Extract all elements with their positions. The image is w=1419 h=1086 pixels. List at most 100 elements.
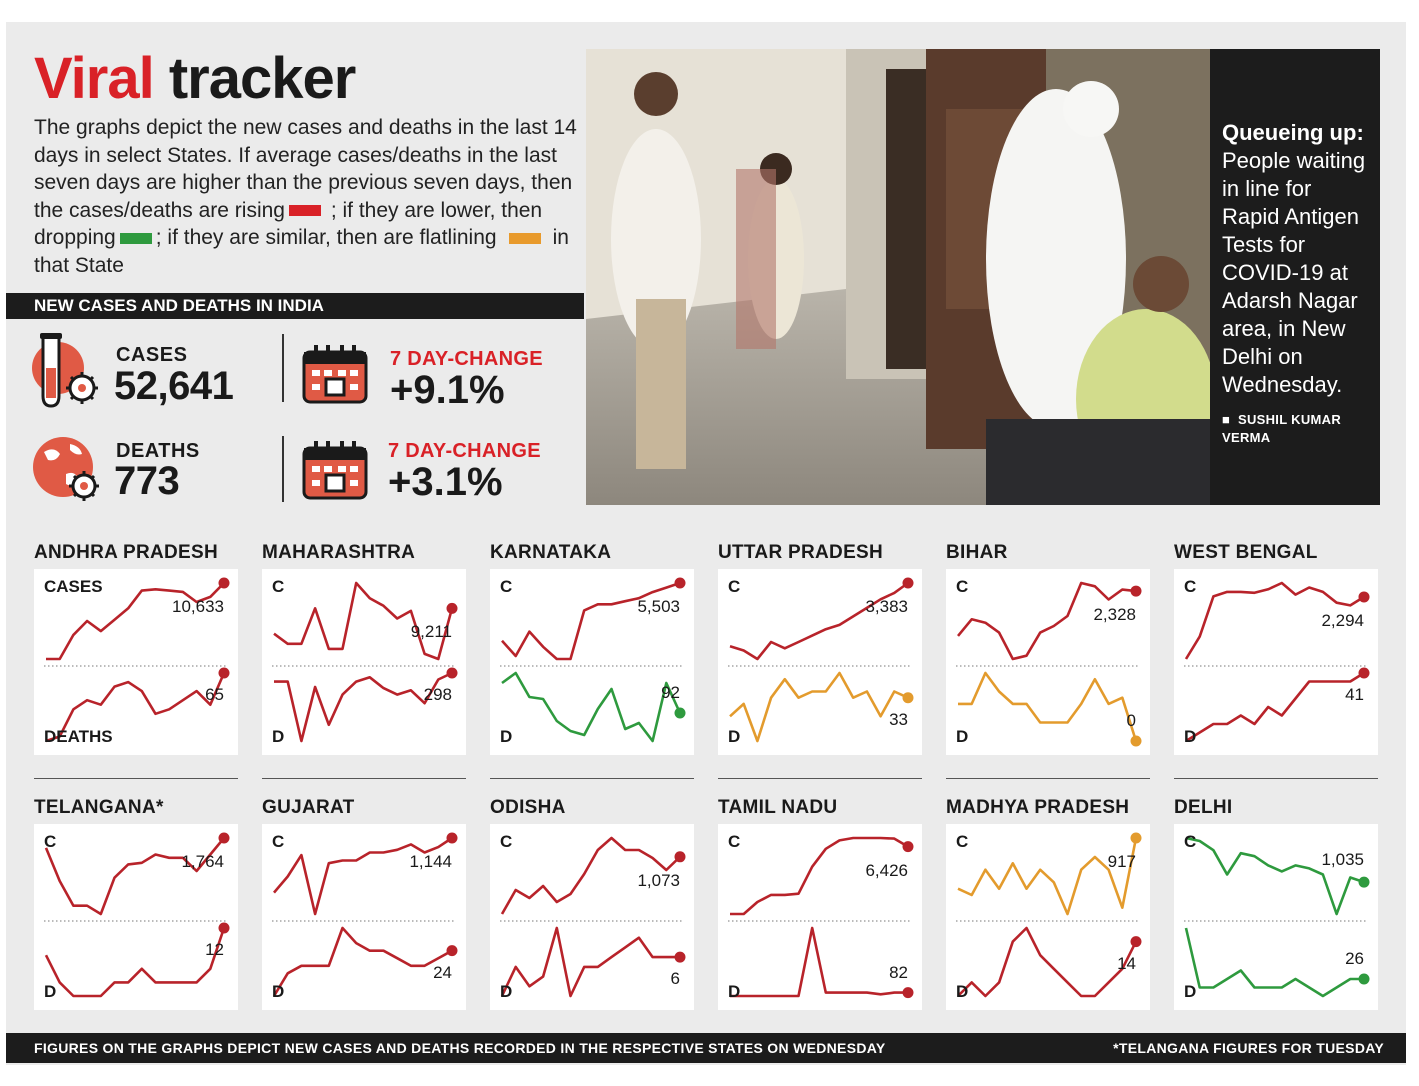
globe-virus-icon [30, 434, 110, 511]
state-chart: C D 2,294 41 [1174, 569, 1378, 755]
state-name: UTTAR PRADESH [718, 542, 884, 563]
calendar-icon [302, 440, 370, 505]
intro-text-2: ; if they are lower, then dropping [34, 198, 543, 250]
cases-axis-label: C [956, 832, 969, 851]
photo [586, 49, 1210, 505]
cases-series [957, 832, 1142, 916]
cases-series [730, 836, 914, 916]
title-tracker: tracker [168, 46, 356, 111]
intro-text-1: The graphs depict the new cases and deat… [34, 116, 577, 222]
intro-text: The graphs depict the new cases and deat… [34, 114, 594, 279]
state-chart: C D 1,073 6 [490, 824, 694, 1010]
deaths-series [274, 667, 458, 743]
state-chart: C D 917 14 [946, 824, 1150, 1010]
cases-series [729, 577, 914, 661]
deaths-series [957, 926, 1142, 998]
chart-canvas [272, 832, 458, 997]
chart-canvas [956, 581, 1142, 747]
deaths-axis-label: D [728, 727, 741, 746]
intro-text-3: ; if they are similar, then are flatlini… [155, 226, 497, 249]
cases-latest-value: 2,294 [1321, 610, 1364, 630]
deaths-line [274, 671, 453, 743]
deaths-axis-label: D [1184, 982, 1197, 1001]
chart-canvas [500, 836, 686, 998]
deaths-latest-value: 92 [661, 683, 680, 702]
chart-canvas [956, 832, 1142, 998]
cases-latest-value: 5,503 [637, 597, 680, 616]
cases-line [273, 836, 453, 916]
cases-latest-value: 1,764 [181, 852, 224, 871]
deaths-series [272, 926, 458, 997]
state-chart: C D 9,211 298 [262, 569, 466, 755]
deaths-series [45, 667, 230, 743]
cases-series [46, 577, 230, 661]
cases-latest-point [902, 577, 914, 589]
deaths-latest-value: 41 [1345, 685, 1364, 704]
cases-latest-value: 6,426 [865, 860, 908, 880]
state-name: MADHYA PRADESH [946, 797, 1130, 818]
intro-text-4: in that State [34, 226, 569, 277]
flatlining-swatch [508, 232, 541, 244]
chart-canvas [500, 577, 686, 743]
deaths-latest-value: 6 [670, 969, 680, 989]
deaths-series [1184, 927, 1370, 998]
deaths-latest-point [674, 951, 686, 963]
cases-latest-point [1358, 876, 1370, 888]
deaths-line [45, 672, 226, 743]
deaths-series [500, 926, 686, 998]
cases-axis-label: C [956, 577, 969, 596]
cases-series [500, 836, 686, 915]
deaths-latest-value: 14 [1117, 953, 1136, 973]
deaths-series [730, 926, 914, 999]
dropping-swatch [119, 232, 152, 244]
footer-telangana-note: *TELANGANA FIGURES FOR TUESDAY [1113, 1040, 1384, 1056]
cases-latest-value: 2,328 [1093, 605, 1136, 625]
deaths-line [44, 927, 226, 998]
cases-line [957, 837, 1138, 916]
chart-canvas [272, 581, 458, 743]
deaths-line [957, 926, 1138, 998]
deaths-line [501, 671, 682, 743]
cases-latest-value: 9,211 [410, 622, 452, 642]
cases-line [729, 581, 909, 661]
deaths-latest-point [218, 667, 230, 679]
cases-latest-value: 3,383 [865, 597, 908, 616]
state-chart: C D 1,144 24 [262, 824, 466, 1010]
deaths-axis-label: D [44, 982, 57, 1001]
credit-text: SUSHIL KUMAR VERMA [1222, 412, 1342, 445]
cases-series [501, 577, 686, 661]
cases-value: 52,641 [114, 364, 234, 408]
state-chart: C D 2,328 0 [946, 569, 1150, 755]
deaths-line [958, 671, 1138, 742]
cases-latest-point [1130, 832, 1142, 844]
cases-line [1185, 836, 1365, 916]
cases-axis-label: C [44, 832, 57, 851]
deaths-latest-value: 33 [889, 709, 908, 729]
state-name: GUJARAT [262, 797, 355, 818]
cases-series [1185, 836, 1370, 916]
cases-axis-label: C [1184, 832, 1197, 851]
row-divider [718, 778, 922, 779]
deaths-line [500, 926, 680, 998]
deaths-change-label: 7 DAY-CHANGE [388, 440, 541, 462]
chart-canvas [1184, 581, 1370, 743]
infographic: Viral tracker The graphs depict the new … [6, 22, 1406, 1065]
deaths-latest-value: 82 [889, 962, 908, 982]
deaths-latest-value: 298 [423, 685, 452, 704]
deaths-axis-label: D [728, 982, 741, 1001]
test-tube-virus-icon [30, 330, 110, 417]
cases-axis-label: C [500, 577, 513, 596]
deaths-latest-value: 0 [1126, 711, 1136, 730]
state-name: TELANGANA* [34, 797, 164, 818]
deaths-series [729, 671, 914, 743]
state-name: TAMIL NADU [718, 797, 838, 818]
chart-canvas [1184, 836, 1370, 998]
chart-canvas [728, 577, 914, 743]
cases-latest-value: 10,633 [172, 597, 224, 616]
state-name: DELHI [1174, 797, 1233, 818]
footer: FIGURES ON THE GRAPHS DEPICT NEW CASES A… [6, 1033, 1406, 1063]
deaths-line [729, 671, 909, 743]
cases-axis-label: C [728, 832, 741, 851]
deaths-value: 773 [114, 459, 180, 503]
state-name: ANDHRA PRADESH [34, 542, 219, 563]
